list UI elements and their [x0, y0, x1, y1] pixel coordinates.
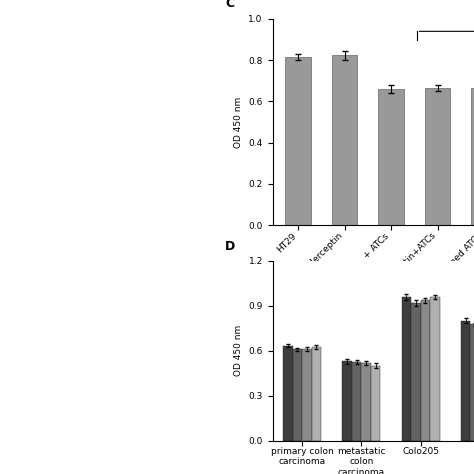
Bar: [311, 347, 321, 441]
Bar: [283, 346, 292, 441]
Y-axis label: OD 450 nm: OD 450 nm: [234, 325, 243, 376]
Bar: [411, 303, 420, 441]
Bar: [401, 297, 411, 441]
Bar: [302, 349, 311, 441]
Bar: [342, 361, 352, 441]
Bar: [430, 297, 439, 441]
Bar: [461, 321, 470, 441]
Bar: [470, 325, 474, 441]
Bar: [292, 349, 302, 441]
Text: D: D: [225, 240, 236, 253]
Bar: [425, 88, 450, 225]
Text: C: C: [225, 0, 234, 9]
Y-axis label: OD 450 nm: OD 450 nm: [234, 96, 243, 148]
Bar: [352, 362, 361, 441]
Bar: [361, 363, 371, 441]
Bar: [285, 57, 311, 225]
Bar: [420, 301, 430, 441]
Bar: [471, 88, 474, 225]
Bar: [371, 366, 380, 441]
Bar: [378, 89, 404, 225]
Bar: [332, 55, 357, 225]
